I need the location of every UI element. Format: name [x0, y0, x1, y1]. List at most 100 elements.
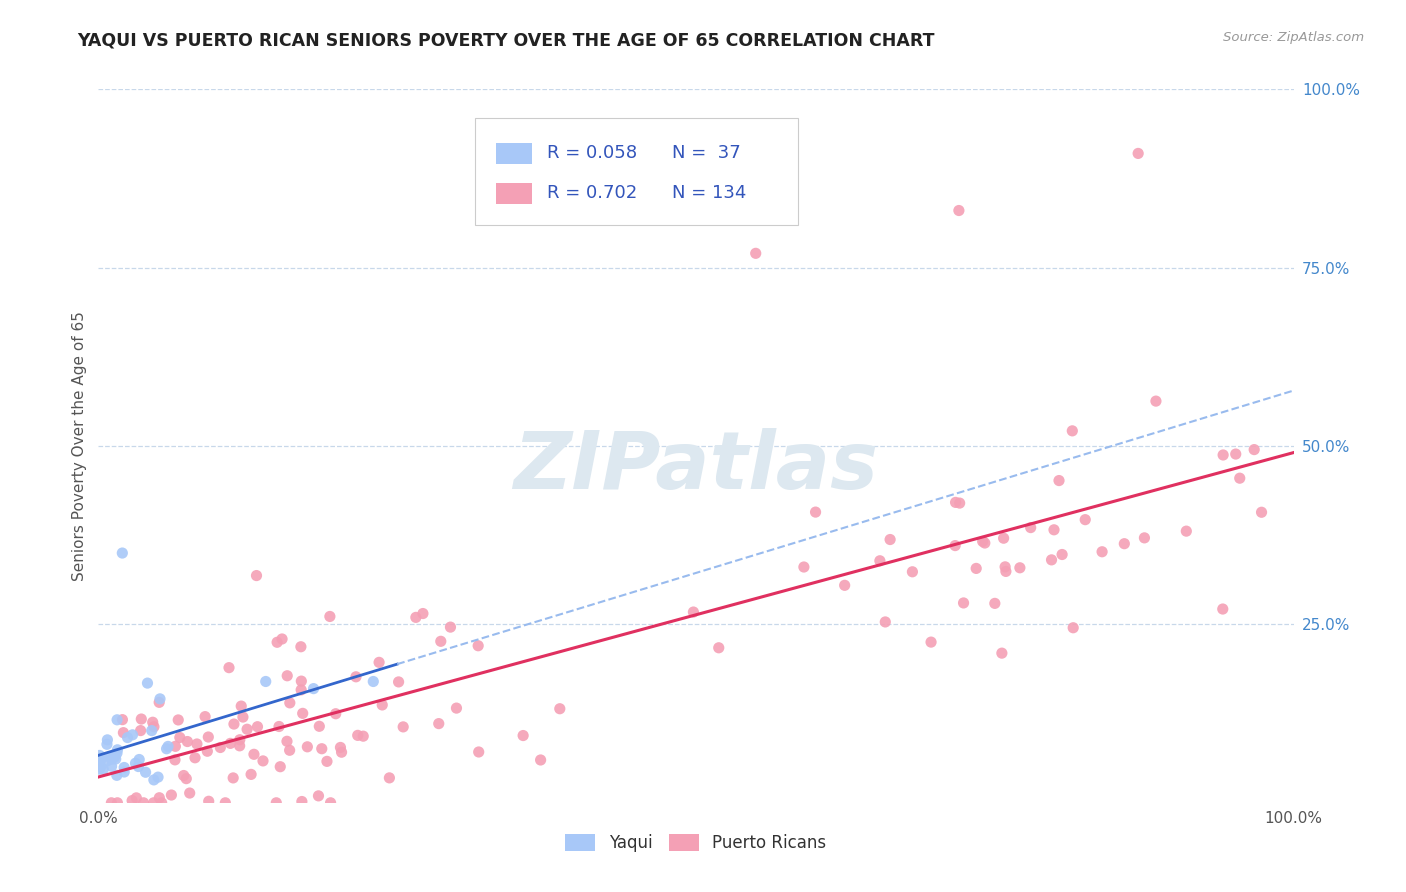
Point: [240, 767, 263, 781]
Point: [682, 605, 704, 619]
Point: [276, 734, 298, 748]
Point: [869, 554, 891, 568]
Point: [266, 796, 288, 810]
Point: [209, 740, 232, 755]
Point: [948, 203, 970, 218]
Point: [111, 713, 134, 727]
Point: [132, 796, 155, 810]
Point: [271, 632, 294, 646]
Point: [1040, 553, 1063, 567]
FancyBboxPatch shape: [496, 143, 533, 164]
Point: [142, 796, 165, 810]
Text: R = 0.058: R = 0.058: [547, 145, 637, 162]
Text: N =  37: N = 37: [672, 145, 741, 162]
Point: [1250, 505, 1272, 519]
Point: [973, 536, 995, 550]
Point: [150, 796, 173, 810]
Point: [439, 620, 461, 634]
Point: [100, 752, 122, 766]
Point: [197, 794, 219, 808]
Point: [446, 701, 468, 715]
Point: [392, 720, 415, 734]
Point: [91, 762, 114, 776]
Point: [141, 723, 163, 738]
Point: [105, 746, 128, 760]
Point: [512, 729, 534, 743]
Point: [222, 717, 245, 731]
Point: [994, 565, 1017, 579]
Point: [124, 756, 146, 771]
Point: [173, 768, 195, 782]
Point: [194, 709, 217, 723]
Point: [1074, 513, 1097, 527]
Point: [804, 505, 827, 519]
Text: R = 0.702: R = 0.702: [547, 185, 637, 202]
Point: [1008, 561, 1031, 575]
Point: [269, 760, 291, 774]
Point: [329, 740, 352, 755]
Point: [920, 635, 942, 649]
Point: [104, 750, 127, 764]
Point: [278, 743, 301, 757]
Point: [387, 674, 409, 689]
Point: [352, 729, 374, 743]
Point: [1225, 447, 1247, 461]
Point: [232, 710, 254, 724]
Point: [89, 762, 111, 776]
Point: [371, 698, 394, 712]
Point: [127, 759, 149, 773]
Point: [363, 674, 385, 689]
Point: [943, 539, 966, 553]
Point: [879, 533, 901, 547]
Point: [319, 609, 342, 624]
Point: [430, 634, 453, 648]
Point: [96, 754, 118, 768]
Point: [344, 670, 367, 684]
Point: [427, 716, 450, 731]
Point: [972, 534, 994, 549]
Point: [135, 765, 157, 780]
Point: [142, 772, 165, 787]
Point: [228, 739, 250, 753]
Point: [105, 768, 128, 782]
Point: [467, 639, 489, 653]
Point: [245, 568, 267, 582]
Point: [117, 731, 139, 745]
Point: [197, 730, 219, 744]
Point: [548, 702, 571, 716]
Point: [276, 669, 298, 683]
Point: [875, 615, 897, 629]
Point: [1144, 394, 1167, 409]
Point: [98, 750, 121, 764]
Point: [1212, 448, 1234, 462]
Point: [214, 796, 236, 810]
Point: [965, 561, 987, 575]
Point: [142, 715, 165, 730]
Point: [105, 796, 128, 810]
Point: [291, 795, 314, 809]
Point: [121, 794, 143, 808]
Point: [128, 752, 150, 766]
Point: [1212, 602, 1234, 616]
Point: [131, 712, 153, 726]
Y-axis label: Seniors Poverty Over the Age of 65: Seniors Poverty Over the Age of 65: [72, 311, 87, 581]
Point: [149, 691, 172, 706]
Point: [96, 732, 118, 747]
Point: [105, 713, 128, 727]
Point: [160, 788, 183, 802]
Point: [176, 734, 198, 748]
Point: [1050, 548, 1073, 562]
Point: [236, 723, 259, 737]
Point: [901, 565, 924, 579]
Point: [952, 596, 974, 610]
Point: [291, 706, 314, 721]
Point: [834, 578, 856, 592]
Point: [157, 739, 180, 754]
Point: [278, 696, 301, 710]
Text: N = 134: N = 134: [672, 185, 747, 202]
Point: [793, 560, 815, 574]
Point: [308, 789, 330, 803]
Point: [993, 531, 1015, 545]
Point: [412, 607, 434, 621]
Point: [146, 770, 169, 784]
